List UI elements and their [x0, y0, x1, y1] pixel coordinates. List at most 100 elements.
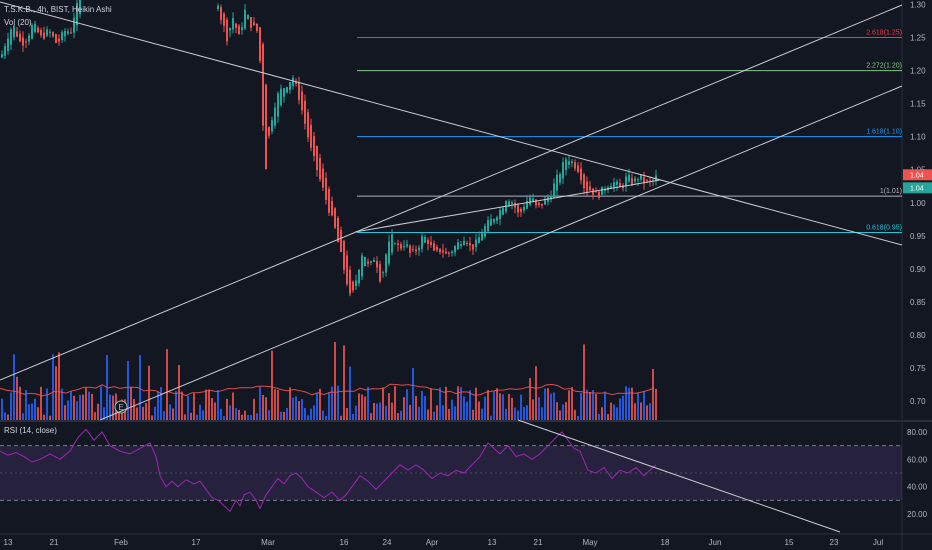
volume-bar: [217, 390, 219, 420]
candle-body: [373, 260, 375, 262]
time-tick-label: 24: [383, 538, 392, 547]
time-tick-label: 16: [340, 538, 349, 547]
volume-bar: [43, 414, 45, 420]
volume-bar: [100, 386, 102, 420]
volume-bar: [265, 397, 267, 420]
volume-bar: [157, 391, 159, 420]
volume-bar: [448, 409, 450, 420]
candle-body: [625, 176, 627, 187]
volume-bar: [334, 342, 336, 420]
volume-bar: [451, 399, 453, 420]
rsi-trendline[interactable]: [517, 419, 841, 533]
volume-bar: [340, 415, 342, 420]
candle-body: [256, 23, 258, 31]
candle-body: [376, 260, 378, 268]
volume-bar: [571, 387, 573, 420]
candle-body: [241, 27, 243, 31]
candle-body: [634, 178, 636, 182]
symbol-legend[interactable]: T.S.K.B., 4h, BIST, Heikin Ashi: [4, 5, 115, 14]
candle-body: [289, 82, 291, 90]
candle-body: [271, 119, 273, 132]
candle-body: [13, 25, 15, 38]
volume-bar: [433, 411, 435, 420]
trendlines[interactable]: [0, 1, 903, 533]
trendline[interactable]: [0, 4, 903, 381]
volume-bar: [259, 386, 261, 420]
candle-body: [322, 168, 324, 188]
candle-body: [484, 225, 486, 237]
volume-legend[interactable]: Vol (20): [4, 18, 35, 27]
volume-bar: [70, 391, 72, 420]
volume-bar: [538, 397, 540, 420]
candle-body: [586, 181, 588, 192]
volume-bar: [490, 415, 492, 420]
candle-body: [415, 249, 417, 252]
candle-body: [379, 264, 381, 282]
trendline[interactable]: [99, 85, 903, 421]
candle-body: [346, 255, 348, 285]
volume-bar: [553, 392, 555, 420]
volume-bar: [277, 390, 279, 420]
rsi-line: [0, 428, 657, 513]
candle-body: [490, 218, 492, 226]
price-tag-green-label: 1.04: [910, 185, 924, 192]
volume-bar: [199, 404, 201, 420]
volume-bar: [316, 392, 318, 420]
volume-bar: [58, 352, 60, 420]
volume-bar: [460, 387, 462, 420]
candle-body: [268, 127, 270, 136]
volume-bar: [223, 415, 225, 420]
volume-bar: [67, 400, 69, 420]
volume-bar: [256, 413, 258, 420]
volume-bar: [73, 395, 75, 420]
candle-body: [556, 174, 558, 191]
volume-bar: [364, 396, 366, 420]
trendline[interactable]: [354, 179, 661, 233]
volume-bar: [349, 366, 351, 420]
candle-body: [52, 32, 54, 37]
volume-bar: [304, 408, 306, 420]
volume-bar: [655, 388, 657, 420]
candle-body: [565, 159, 567, 171]
candle-body: [511, 202, 513, 204]
fibonacci-levels[interactable]: 2.618(1.25) 2.272(1.20) 1.618(1.10) 1(1.01)…: [357, 30, 902, 233]
volume-bar: [103, 407, 105, 420]
rsi-tick-label: 80.00: [907, 428, 928, 437]
volume-bar: [307, 415, 309, 420]
candle-body: [277, 93, 279, 117]
candle-body: [244, 9, 246, 29]
volume-bar: [244, 410, 246, 420]
rsi-legend[interactable]: RSI (14, close): [4, 426, 60, 435]
volume-bar: [580, 392, 582, 420]
candle-body: [352, 281, 354, 291]
volume-bar: [226, 398, 228, 420]
volume-bar: [628, 387, 630, 420]
trendline[interactable]: [0, 1, 903, 246]
volume-bar: [595, 394, 597, 420]
volume-bar: [184, 414, 186, 420]
volume-bar: [238, 409, 240, 420]
volume-bar: [55, 366, 57, 420]
fib-label: 1.618(1.10): [866, 129, 902, 136]
candle-body: [394, 243, 396, 245]
volume-bar: [13, 354, 15, 420]
candle-body: [7, 38, 9, 51]
volume-bar: [22, 413, 24, 420]
candle-body: [637, 179, 639, 181]
candle-body: [400, 244, 402, 249]
candle-body: [49, 31, 51, 33]
fib-label: 1(1.01): [880, 188, 902, 195]
candle-body: [388, 241, 390, 264]
candle-body: [40, 30, 42, 36]
candle-body: [37, 27, 39, 33]
candle-body: [361, 255, 363, 277]
volume-bar: [541, 407, 543, 420]
time-axis[interactable]: 13 21 Feb 17 Mar 16 24 Apr 13 21 May 18 Jun 15 23 Jul: [4, 538, 884, 547]
volume-bar: [463, 396, 465, 420]
volume-bar: [241, 414, 243, 420]
volume-bar: [235, 408, 237, 420]
time-tick-label: Jun: [709, 538, 722, 547]
time-tick-label: 23: [830, 538, 839, 547]
